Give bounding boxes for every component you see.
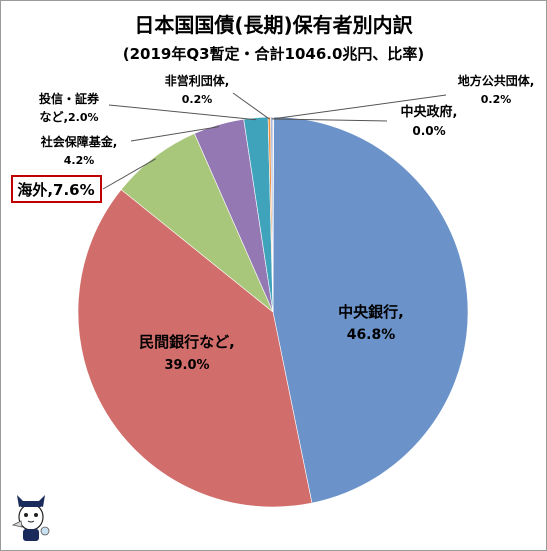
label-chiho-name: 地方公共団体, bbox=[458, 73, 535, 88]
label-toshin-name-2: など,2.0% bbox=[39, 110, 98, 124]
label-minkan-ginko-name: 民間銀行など, bbox=[139, 333, 235, 351]
leader-line-kaigai bbox=[102, 158, 156, 190]
label-chuo-seifu-value: 0.0% bbox=[412, 124, 445, 138]
slice-chuo-ginko bbox=[272, 116, 469, 504]
leader-line-shakai-hosho bbox=[130, 126, 220, 142]
label-hieiri-value: 0.2% bbox=[182, 93, 213, 106]
label-kaigai: 海外,7.6% bbox=[17, 181, 94, 199]
slice-minkan-ginko bbox=[77, 189, 313, 508]
chart-title: 日本国国債(長期)保有者別内訳 bbox=[134, 13, 413, 37]
label-chuo-ginko-value: 46.8% bbox=[347, 327, 396, 343]
chart-subtitle: (2019年Q3暫定・合計1046.0兆円、比率) bbox=[122, 45, 425, 63]
leader-line-toshin-shoken bbox=[108, 104, 257, 121]
label-hieiri-name: 非営利団体, bbox=[165, 73, 230, 88]
label-toshin-name-1: 投信・証券 bbox=[39, 91, 100, 106]
leader-line-hieiri bbox=[232, 92, 270, 120]
slice-chuo-seifu bbox=[272, 116, 275, 313]
label-shakai-hosho-value: 4.2% bbox=[64, 154, 95, 167]
label-chuo-seifu-name: 中央政府, bbox=[401, 104, 458, 120]
label-shakai-hosho-name: 社会保障基金, bbox=[40, 134, 118, 149]
leader-line-chuo-seifu bbox=[273, 118, 388, 122]
slice-kaigai bbox=[120, 133, 274, 313]
label-minkan-ginko-value: 39.0% bbox=[164, 358, 209, 373]
label-chuo-ginko-name: 中央銀行, bbox=[338, 303, 404, 321]
label-chiho-value: 0.2% bbox=[481, 93, 512, 106]
mascot-logo bbox=[11, 495, 50, 541]
leader-line-chiho bbox=[271, 94, 447, 120]
highlight-box-kaigai bbox=[11, 175, 102, 203]
